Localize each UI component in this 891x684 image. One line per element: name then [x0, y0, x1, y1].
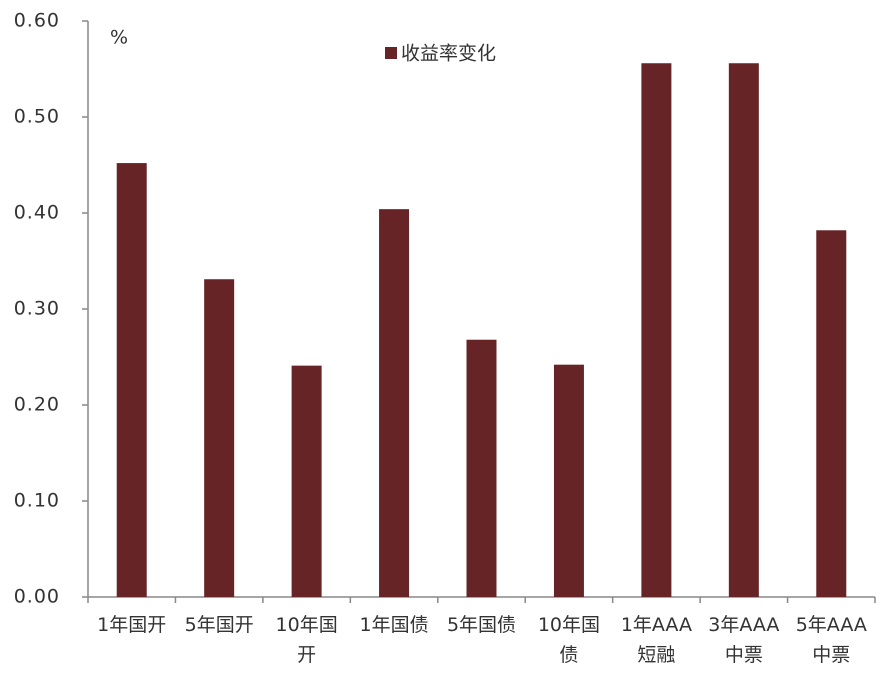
legend-label: 收益率变化 — [401, 43, 496, 65]
bar — [728, 63, 759, 598]
x-tick-label: 3年AAA 中票 — [708, 614, 779, 666]
bar — [553, 364, 584, 597]
y-tick-label: 0.00 — [14, 586, 60, 608]
x-tick-label: 10年国开 — [276, 614, 338, 666]
x-tick-label: 5年国债 — [447, 614, 516, 636]
y-tick-label: 0.30 — [14, 298, 60, 320]
x-tick-label: 5年国开 — [185, 614, 254, 636]
bar — [466, 339, 497, 597]
x-tick-label: 1年国开 — [97, 614, 166, 636]
x-tick-label: 1年AAA 短融 — [621, 614, 692, 666]
x-tick-label: 5年AAA 中票 — [796, 614, 867, 666]
bar — [204, 279, 235, 597]
bar — [816, 230, 847, 597]
y-tick-label: 0.60 — [14, 10, 60, 32]
legend-swatch — [385, 47, 397, 59]
y-tick-label: 0.40 — [14, 202, 60, 224]
bar — [379, 209, 410, 597]
bar — [291, 365, 322, 597]
y-tick-label: 0.50 — [14, 106, 60, 128]
unit-label: % — [110, 27, 128, 49]
x-tick-label: 1年国债 — [360, 614, 429, 636]
bar — [116, 163, 147, 597]
x-tick-label: 10年国债 — [538, 614, 600, 666]
y-tick-label: 0.20 — [14, 394, 60, 416]
bar — [641, 63, 672, 598]
y-tick-label: 0.10 — [14, 490, 60, 512]
